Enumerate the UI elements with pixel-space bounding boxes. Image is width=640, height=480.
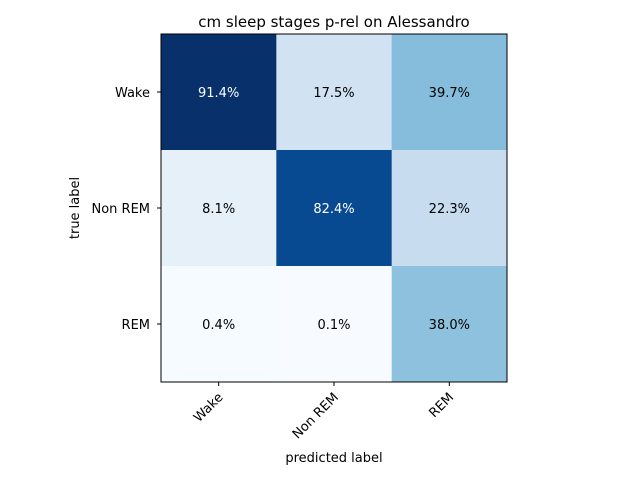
cell-value-label: 8.1% [202, 202, 235, 217]
y-tick-label: REM [122, 318, 150, 333]
x-tick-label: Non REM [290, 390, 342, 442]
x-tick-label: Wake [191, 390, 226, 425]
y-tick-label: Wake [115, 86, 150, 101]
axis-ticks: Wake Non REM REM Wake Non REM REM [91, 86, 457, 442]
x-tick-label: REM [426, 390, 457, 421]
heatmap-cell [276, 34, 393, 151]
y-axis-label: true label [68, 177, 83, 239]
heatmap-cell [391, 150, 508, 267]
chart-title: cm sleep stages p-rel on Alessandro [198, 13, 470, 31]
x-axis-label: predicted label [285, 451, 382, 466]
cell-value-label: 91.4% [198, 86, 239, 101]
cell-value-label: 0.4% [202, 318, 235, 333]
heatmap-cell [276, 150, 393, 267]
cell-value-label: 17.5% [313, 86, 354, 101]
cell-value-label: 22.3% [429, 202, 470, 217]
heatmap-cell [391, 34, 508, 151]
y-tick-label: Non REM [91, 202, 150, 217]
heatmap-cell [391, 266, 508, 383]
heatmap-cell [161, 266, 277, 383]
heatmap-cell [161, 34, 277, 151]
cell-value-label: 0.1% [317, 318, 350, 333]
cell-value-label: 82.4% [313, 202, 354, 217]
heatmap-cells: 91.4% 17.5% 39.7% 8.1% 82.4% 22.3% 0.4% 0.1% 38.… [161, 34, 508, 383]
cell-value-label: 38.0% [429, 318, 470, 333]
heatmap-cell [161, 150, 277, 267]
cell-value-label: 39.7% [429, 86, 470, 101]
heatmap-cell [276, 266, 393, 383]
